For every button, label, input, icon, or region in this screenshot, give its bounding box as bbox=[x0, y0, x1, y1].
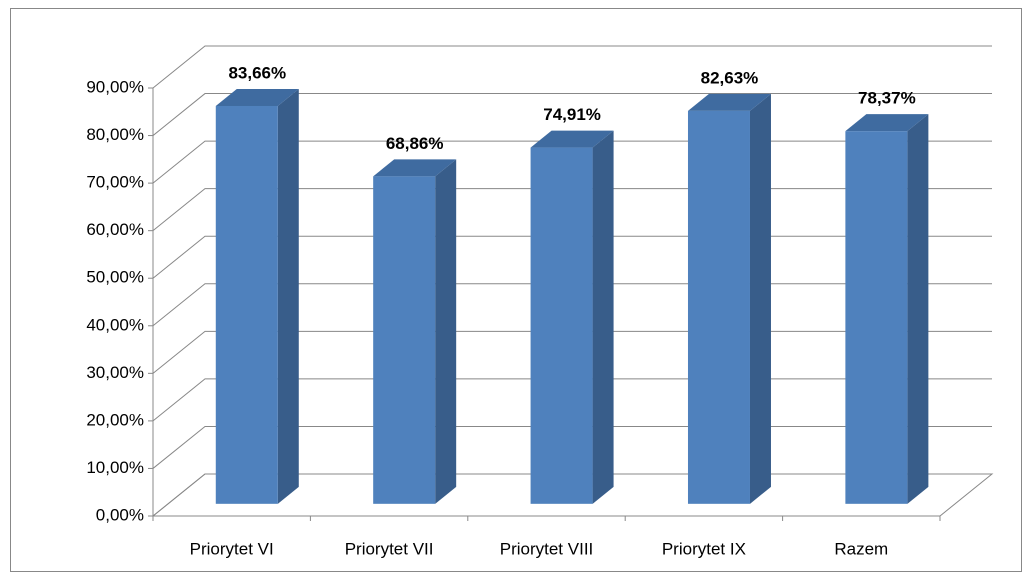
bar bbox=[530, 147, 593, 504]
x-tick-label: Priorytet VI bbox=[190, 539, 274, 558]
x-tick-label: Priorytet VII bbox=[345, 539, 434, 558]
x-tick-label: Priorytet VIII bbox=[500, 539, 594, 558]
bar-top bbox=[215, 88, 299, 106]
bar-top bbox=[373, 159, 457, 177]
y-tick-label: 70,00% bbox=[86, 173, 144, 192]
grid-line bbox=[152, 93, 992, 136]
y-tick-label: 90,00% bbox=[86, 77, 144, 96]
bar bbox=[687, 110, 750, 504]
bar-top bbox=[530, 130, 614, 148]
y-tick-label: 30,00% bbox=[86, 363, 144, 382]
value-label: 82,63% bbox=[701, 68, 759, 87]
bar-top bbox=[845, 114, 929, 132]
y-tick-label: 40,00% bbox=[86, 315, 144, 334]
value-label: 78,37% bbox=[858, 89, 916, 108]
y-tick-label: 20,00% bbox=[86, 410, 144, 429]
y-tick-label: 0,00% bbox=[96, 505, 144, 524]
bar-side bbox=[435, 159, 457, 504]
x-tick-label: Priorytet IX bbox=[662, 539, 746, 558]
x-tick-label: Razem bbox=[834, 539, 888, 558]
bar bbox=[845, 131, 908, 504]
bar-top bbox=[687, 93, 771, 111]
y-tick-label: 50,00% bbox=[86, 268, 144, 287]
bar-side bbox=[749, 93, 771, 504]
value-label: 74,91% bbox=[543, 105, 601, 124]
bar bbox=[373, 176, 436, 504]
y-tick-label: 10,00% bbox=[86, 458, 144, 477]
bar-side bbox=[907, 114, 929, 504]
y-tick-label: 80,00% bbox=[86, 125, 144, 144]
grid-line bbox=[152, 45, 992, 89]
bar bbox=[215, 105, 278, 504]
bar-side bbox=[277, 88, 299, 504]
value-label: 83,66% bbox=[228, 63, 286, 82]
value-label: 68,86% bbox=[386, 134, 444, 153]
bar-side bbox=[592, 130, 614, 504]
y-tick-label: 60,00% bbox=[86, 220, 144, 239]
